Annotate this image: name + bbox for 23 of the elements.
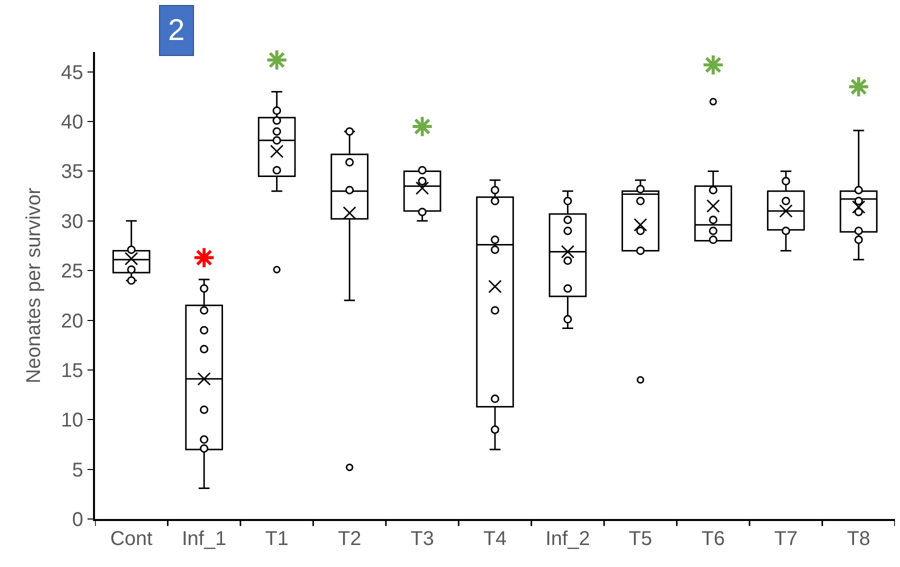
x-tick-label: T7	[774, 528, 798, 550]
y-tick-label: 25	[61, 260, 84, 283]
x-tick-label: T1	[265, 528, 288, 550]
text: 2	[168, 14, 185, 47]
x-tick-label: Inf_2	[545, 528, 590, 550]
y-axis-title: Neonates per survivor	[23, 187, 45, 384]
y-tick-label: 5	[72, 459, 84, 482]
x-tick-label: T3	[410, 528, 434, 550]
x-tick-label: T4	[483, 528, 507, 550]
y-tick-label: 20	[61, 310, 84, 332]
y-tick-label: 0	[72, 509, 84, 531]
x-tick-label: Inf_1	[182, 528, 226, 550]
x-tick-label: T8	[846, 528, 870, 550]
y-tick-label: 30	[61, 210, 84, 233]
y-tick-label: 40	[61, 112, 84, 134]
y-tick-label: 45	[61, 62, 84, 84]
y-tick-label: 35	[61, 161, 84, 184]
x-tick-label: T2	[338, 528, 362, 550]
y-tick-label: 10	[61, 410, 84, 432]
x-tick-label: T5	[628, 528, 652, 550]
x-tick-label: Cont	[110, 528, 153, 550]
y-tick-label: 15	[61, 360, 84, 382]
x-tick-label: T6	[702, 528, 725, 550]
